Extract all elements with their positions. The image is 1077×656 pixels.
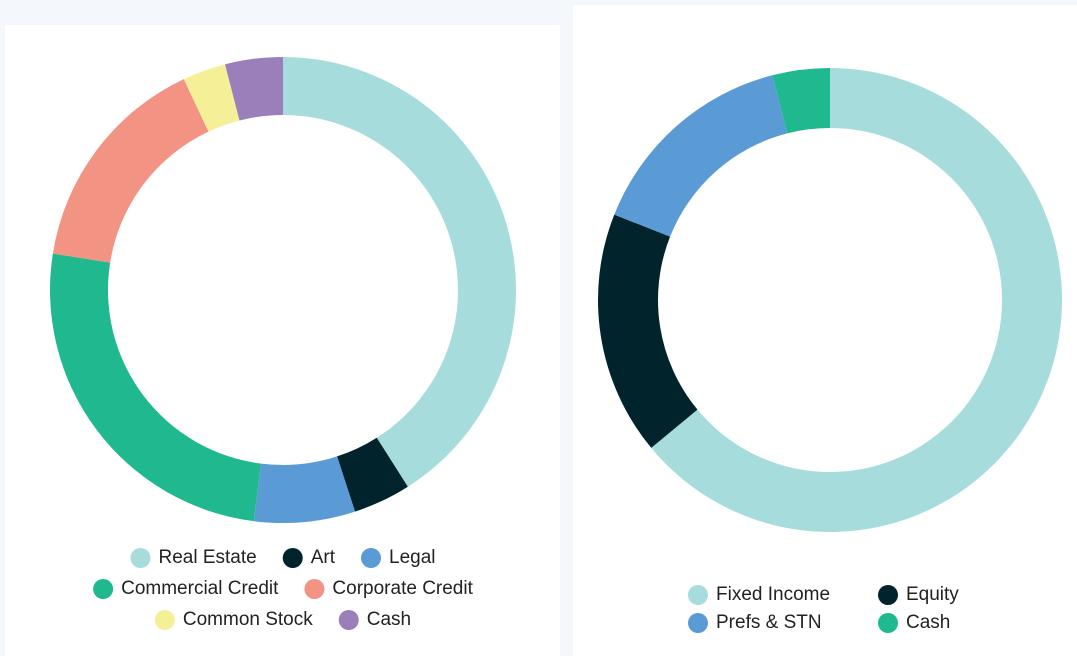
donut-segment <box>50 253 262 522</box>
legend-swatch <box>154 610 175 630</box>
donut-segment <box>52 79 209 263</box>
legend-swatch <box>130 548 151 568</box>
donut-segment <box>651 68 1063 532</box>
legend-label: Legal <box>389 547 436 568</box>
legend-swatch <box>93 579 114 599</box>
legend-label: Cash <box>906 612 950 633</box>
legend-label: Art <box>311 547 336 568</box>
legend-swatch <box>361 548 382 568</box>
donut-segment <box>772 68 830 134</box>
donut-segment <box>225 57 283 121</box>
legend-swatch <box>304 579 325 599</box>
legend-swatch <box>338 610 359 630</box>
legend-label: Real Estate <box>158 547 256 568</box>
legend-swatch <box>688 613 708 633</box>
legend-label: Equity <box>906 584 959 605</box>
legend-label: Common Stock <box>183 609 313 630</box>
legend-swatch <box>878 585 898 605</box>
legend-label: Cash <box>367 609 411 630</box>
legend-label: Corporate Credit <box>332 578 473 599</box>
legend-swatch <box>282 548 303 568</box>
legend-label: Prefs & STN <box>716 612 822 633</box>
donut-segment <box>253 456 356 523</box>
donut-segment <box>598 214 698 448</box>
donut-segment <box>337 437 408 512</box>
legend-label: Commercial Credit <box>121 578 279 599</box>
donut-segment <box>183 64 240 132</box>
legend-swatch <box>688 585 708 605</box>
legend-label: Fixed Income <box>716 584 830 605</box>
donut-segment <box>614 75 788 237</box>
donut-segment <box>283 57 516 487</box>
legend-swatch <box>878 613 898 633</box>
